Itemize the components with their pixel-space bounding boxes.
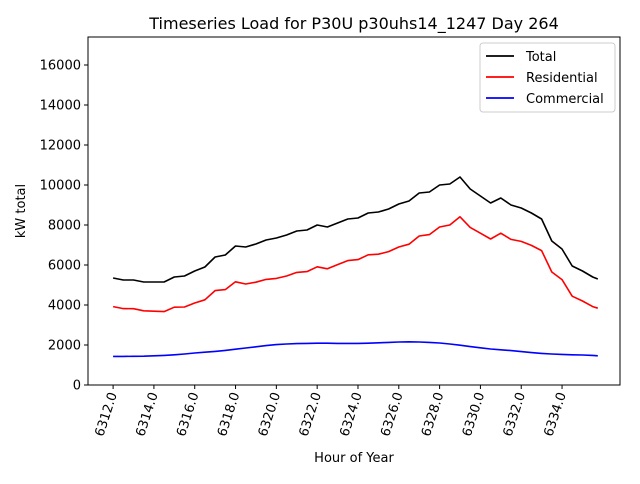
y-tick-label: 8000 (48, 219, 81, 234)
x-tick-label: 6334.0 (542, 391, 570, 439)
series-line-commercial (113, 340, 598, 358)
series-line-residential (112, 216, 599, 313)
x-tick-label: 6318.0 (215, 391, 243, 439)
x-tick-label: 6324.0 (337, 391, 365, 439)
legend: Total Residential Commercial (479, 42, 616, 113)
x-tick-label: 6316.0 (174, 391, 202, 439)
y-tick-label: 10000 (40, 179, 81, 194)
x-tick-label: 6332.0 (501, 391, 529, 439)
x-tick-label: 6314.0 (133, 391, 161, 439)
y-tick-label: 14000 (40, 99, 81, 114)
y-axis-label: kW total (14, 184, 29, 238)
x-tick-label: 6320.0 (256, 391, 284, 439)
y-tick-label: 0 (73, 379, 81, 394)
chart-title: Timeseries Load for P30U p30uhs14_1247 D… (148, 14, 559, 34)
x-tick-label: 6322.0 (297, 391, 325, 439)
x-tick-label: 6328.0 (419, 391, 447, 439)
y-tick-label: 16000 (40, 59, 81, 74)
legend-label-residential: Residential (526, 71, 598, 86)
y-tick-label: 4000 (48, 299, 81, 314)
y-tick-label: 12000 (40, 139, 81, 154)
y-tick-label: 2000 (48, 339, 81, 354)
x-axis-label: Hour of Year (314, 451, 394, 466)
y-tick-label: 6000 (48, 259, 81, 274)
x-tick-label: 6326.0 (378, 391, 406, 439)
series-line-total (112, 176, 599, 283)
plot-area-frame (87, 36, 621, 386)
legend-frame (479, 42, 616, 113)
legend-label-commercial: Commercial (526, 92, 604, 107)
x-tick-label: 6312.0 (93, 391, 121, 439)
x-tick-label: 6330.0 (460, 391, 488, 439)
legend-label-total: Total (525, 50, 556, 65)
